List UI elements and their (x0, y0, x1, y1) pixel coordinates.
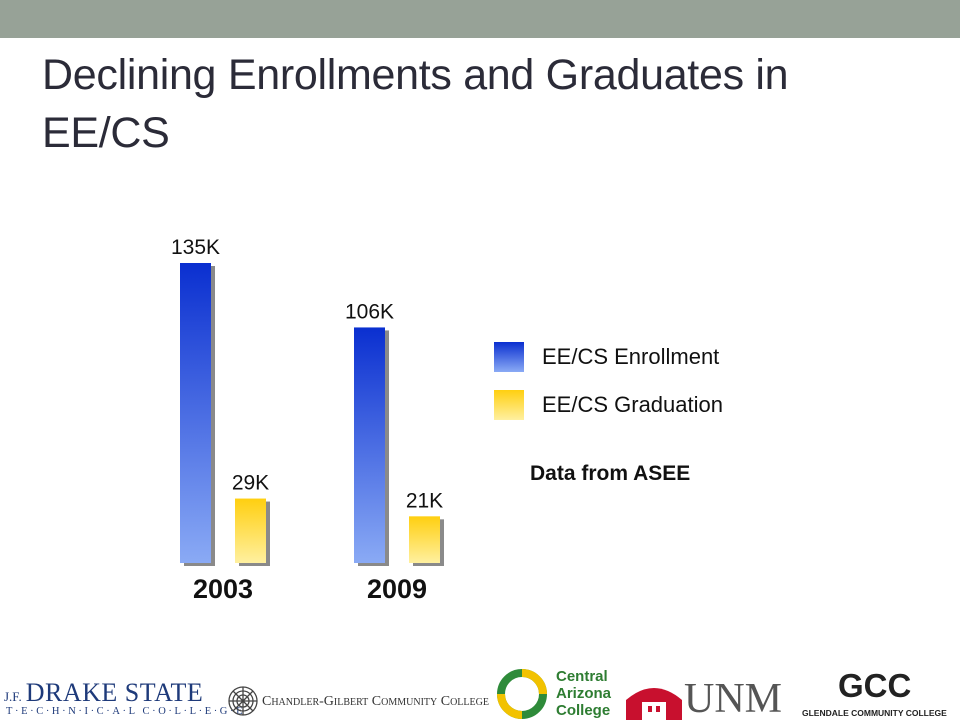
unm-building-icon (626, 688, 682, 720)
data-label: 21K (406, 489, 443, 512)
category-label: 2009 (367, 574, 427, 604)
bar-graduation-2009 (409, 516, 440, 563)
slide-title: Declining Enrollments and Graduates in E… (42, 51, 789, 157)
bar-enrollment-2003 (180, 263, 211, 563)
drake-prefix: J.F. (4, 689, 22, 704)
category-label: 2003 (193, 574, 253, 604)
data-label: 106K (345, 300, 394, 323)
data-label: 135K (171, 236, 220, 259)
drake-name: DRAKE STATE (25, 678, 204, 707)
glendale-name: GCC (838, 667, 912, 704)
glendale-subtitle: GLENDALE COMMUNITY COLLEGE (802, 708, 947, 718)
unm-name: UNM (684, 676, 783, 722)
bar-chart: 135K 29K 2003 106K 21K 2009 EE/CS Enrollment E… (171, 236, 723, 604)
data-label: 29K (232, 472, 269, 495)
central-arizona-ring-icon (497, 669, 547, 719)
legend-entry: EE/CS Enrollment (542, 344, 719, 369)
legend-swatch (494, 342, 524, 372)
drake-subtitle: T·E·C·H·N·I·C·A·L C·O·L·L·E·G·E (6, 706, 246, 717)
footer-logos: J.F. DRAKE STATE T·E·C·H·N·I·C·A·L C·O·L… (0, 664, 960, 722)
top-accent-band (0, 0, 960, 38)
legend-swatch (494, 390, 524, 420)
bar-graduation-2003 (235, 498, 266, 563)
legend-entry: EE/CS Graduation (542, 392, 723, 417)
chart-annotation: Data from ASEE (530, 462, 690, 485)
bar-enrollment-2009 (354, 327, 385, 563)
chandler-gilbert-swirl-icon (228, 686, 258, 716)
central-arizona-name: Central Arizona College (556, 668, 612, 719)
chandler-gilbert-name: Chandler-Gilbert Community College (262, 694, 489, 709)
